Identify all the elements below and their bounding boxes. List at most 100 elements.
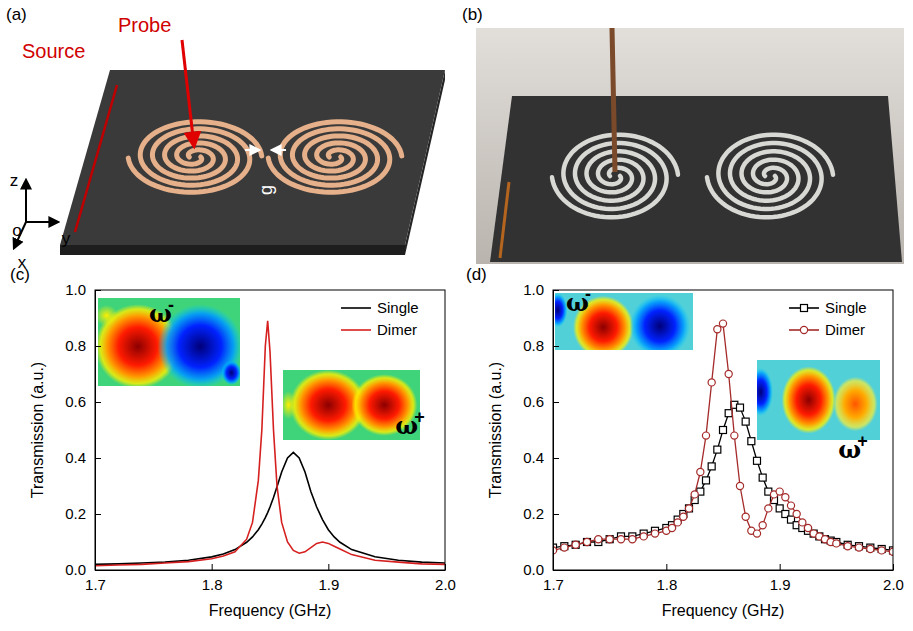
data-point <box>759 522 766 529</box>
x-tick: 1.9 <box>770 564 791 593</box>
gap-label: g <box>256 185 276 195</box>
data-point <box>668 524 675 531</box>
data-point <box>697 468 704 475</box>
x-tick: 2.0 <box>883 564 904 593</box>
field-map <box>757 360 880 440</box>
data-point <box>651 530 658 537</box>
y-tick: 0.0 <box>523 561 559 578</box>
y-tick: 0.8 <box>65 337 101 354</box>
data-point <box>867 545 874 552</box>
field-map-background <box>283 370 420 440</box>
x-tick-label: 2.0 <box>435 576 456 593</box>
data-point <box>804 524 811 531</box>
y-tick-label: 1.0 <box>523 281 544 298</box>
axis-z <box>25 180 27 222</box>
legend: SingleDimer <box>789 299 867 338</box>
legend-entry: Single <box>789 299 867 316</box>
data-point <box>754 457 761 464</box>
data-point <box>606 536 613 543</box>
y-axis: 0.00.20.40.60.81.0 <box>65 281 101 578</box>
y-tick-label: 0.8 <box>65 337 86 354</box>
data-point <box>686 505 693 512</box>
spiral-arm <box>563 135 678 209</box>
axis-letter: z <box>10 171 19 190</box>
x-axis: 1.71.81.92.0 <box>543 564 904 593</box>
mode-sign: + <box>857 431 868 451</box>
y-tick-mark <box>553 290 559 291</box>
data-point <box>708 463 715 470</box>
photo-board <box>490 96 902 262</box>
series-line <box>95 321 445 566</box>
x-tick-mark <box>328 564 329 570</box>
legend-swatch <box>341 329 371 331</box>
mode-sign: - <box>168 295 174 315</box>
field-lobe <box>283 391 297 419</box>
y-tick-label: 0.2 <box>65 505 86 522</box>
y-tick-label: 0.0 <box>65 561 86 578</box>
x-axis-line <box>96 570 446 571</box>
axis-letter: o <box>12 221 21 240</box>
y-tick-label: 0.6 <box>523 393 544 410</box>
source-wire <box>75 85 117 232</box>
x-tick-label: 2.0 <box>883 576 904 593</box>
field-lobe <box>222 360 240 385</box>
x-tick-mark <box>893 564 894 570</box>
data-point <box>617 536 624 543</box>
y-tick: 1.0 <box>523 281 559 298</box>
data-point <box>702 432 709 439</box>
probe-label: Probe <box>118 14 171 36</box>
data-point <box>889 548 893 555</box>
field-lobe <box>782 366 836 433</box>
x-axis-line <box>554 570 894 571</box>
x-tick-label: 1.8 <box>656 576 677 593</box>
legend-label: Single <box>377 299 419 316</box>
data-point <box>685 505 692 512</box>
probe-wire <box>612 28 615 172</box>
legend: Single Dimer <box>341 299 419 338</box>
source-wire <box>500 182 509 258</box>
panel-a: (a)SourceProbegzoyx <box>6 5 445 272</box>
insets: ω-ω+ <box>548 284 880 464</box>
data-point <box>583 538 590 545</box>
legend-entry: Single <box>341 299 419 316</box>
data-point <box>736 482 743 489</box>
y-tick: 0.8 <box>523 337 559 354</box>
x-tick-label: 1.9 <box>770 576 791 593</box>
chart-panel: (d)ω-ω+1.71.81.92.00.00.20.40.60.81.0Fre… <box>466 265 904 619</box>
x-tick-mark <box>445 564 446 570</box>
x-tick-label: 1.8 <box>202 576 223 593</box>
legend-swatch <box>341 307 371 309</box>
legend-label: Dimer <box>377 321 417 338</box>
data-point <box>725 410 732 417</box>
legend-marker <box>801 305 808 312</box>
y-tick: 0.4 <box>65 449 101 466</box>
y-tick-mark <box>95 458 101 459</box>
data-point <box>787 502 794 509</box>
data-point <box>561 544 568 551</box>
data-point <box>606 536 613 543</box>
axis-letter: y <box>62 229 71 248</box>
y-tick-mark <box>553 402 559 403</box>
x-tick-mark <box>666 564 667 570</box>
spiral-arm <box>280 122 402 185</box>
panel-label: (a) <box>6 5 27 24</box>
plot-frame <box>553 290 893 570</box>
data-point <box>793 510 800 517</box>
y-tick-mark <box>553 570 559 571</box>
data-point <box>719 320 726 327</box>
y-tick-label: 0.2 <box>523 505 544 522</box>
board-front <box>60 245 405 255</box>
x-axis: 1.71.81.92.0 <box>85 564 456 593</box>
y-tick-mark <box>95 290 101 291</box>
mode-sign: - <box>585 284 591 304</box>
x-tick-mark <box>780 564 781 570</box>
panel-label: (d) <box>466 265 487 284</box>
data-point <box>776 488 783 495</box>
mode-sign: + <box>414 407 425 427</box>
y-tick-label: 0.4 <box>65 449 86 466</box>
data-point <box>708 379 715 386</box>
plot-data <box>553 320 893 555</box>
data-point <box>703 477 710 484</box>
x-tick: 2.0 <box>435 564 456 593</box>
data-point <box>629 536 636 543</box>
